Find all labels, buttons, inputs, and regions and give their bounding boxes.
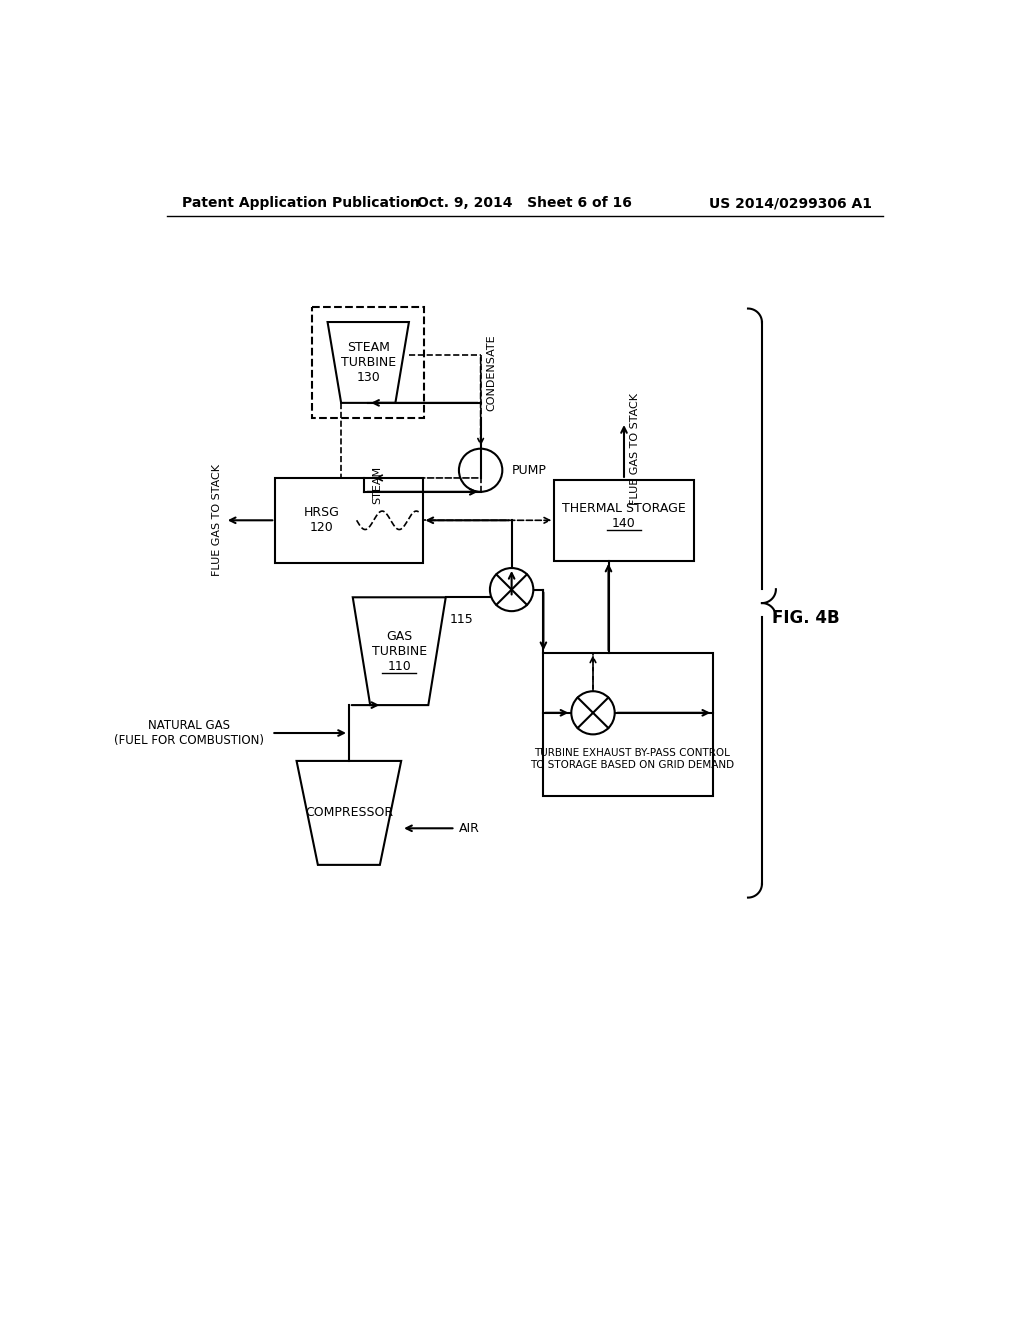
Text: AIR: AIR	[460, 822, 480, 834]
Circle shape	[489, 568, 534, 611]
Text: GAS
TURBINE
110: GAS TURBINE 110	[372, 630, 427, 673]
Text: US 2014/0299306 A1: US 2014/0299306 A1	[709, 197, 872, 210]
Text: STEAM: STEAM	[372, 466, 382, 504]
Bar	[554, 480, 693, 561]
Text: Oct. 9, 2014   Sheet 6 of 16: Oct. 9, 2014 Sheet 6 of 16	[418, 197, 632, 210]
Bar	[543, 653, 713, 796]
Text: HRSG
120: HRSG 120	[304, 507, 340, 535]
Text: NATURAL GAS
(FUEL FOR COMBUSTION): NATURAL GAS (FUEL FOR COMBUSTION)	[114, 719, 263, 747]
Text: CONDENSATE: CONDENSATE	[486, 334, 497, 411]
Bar	[312, 306, 424, 418]
Text: FIG. 4B: FIG. 4B	[772, 610, 840, 627]
Text: Patent Application Publication: Patent Application Publication	[182, 197, 420, 210]
Text: FLUE GAS TO STACK: FLUE GAS TO STACK	[212, 465, 222, 577]
Text: THERMAL STORAGE
140: THERMAL STORAGE 140	[562, 503, 686, 531]
Text: TURBINE EXHAUST BY-PASS CONTROL
TO STORAGE BASED ON GRID DEMAND: TURBINE EXHAUST BY-PASS CONTROL TO STORA…	[529, 748, 734, 770]
Text: 115: 115	[450, 612, 473, 626]
Circle shape	[571, 692, 614, 734]
Text: FLUE GAS TO STACK: FLUE GAS TO STACK	[630, 393, 640, 506]
Text: PUMP: PUMP	[512, 463, 547, 477]
Text: COMPRESSOR: COMPRESSOR	[305, 807, 393, 820]
Bar	[275, 478, 423, 562]
Text: STEAM
TURBINE
130: STEAM TURBINE 130	[341, 341, 396, 384]
